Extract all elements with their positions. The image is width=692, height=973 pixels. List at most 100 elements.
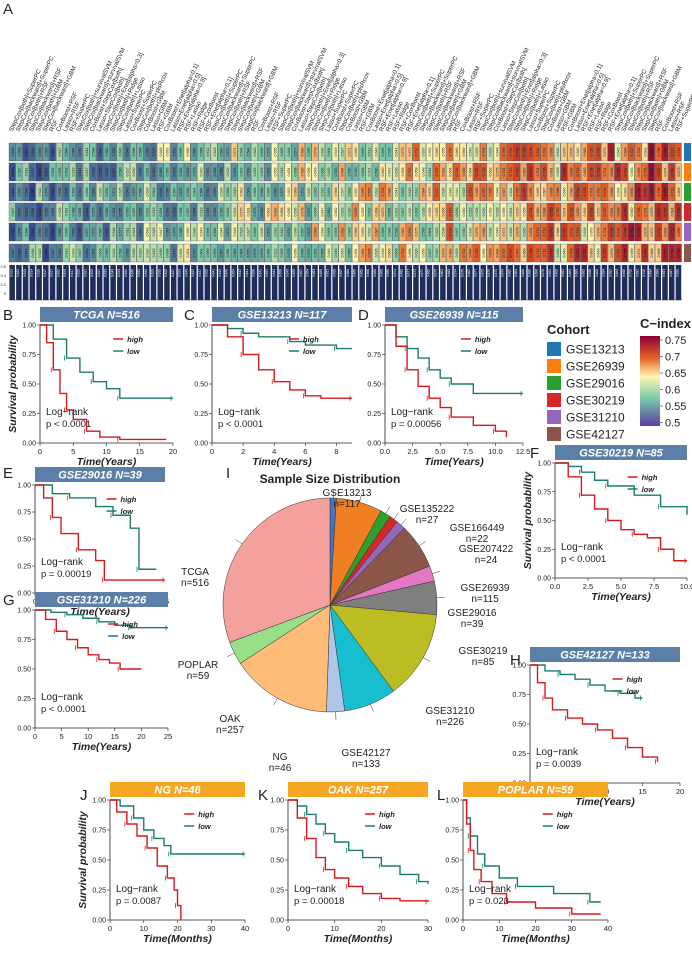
heatmap-cell-value: 0.664 bbox=[448, 168, 452, 177]
mean-cindex-bar bbox=[366, 265, 372, 300]
heatmap-cell-value: 0.640 bbox=[469, 148, 473, 157]
heatmap-cell bbox=[35, 222, 43, 242]
heatmap-cell-value: 0.715 bbox=[475, 249, 479, 258]
cohort-color-strip bbox=[684, 183, 691, 201]
heatmap-cell bbox=[345, 202, 352, 222]
heatmap-cell bbox=[399, 142, 406, 162]
heatmap-cell-value: 0.533 bbox=[24, 208, 28, 217]
km-y-label: Survival probability bbox=[522, 471, 534, 570]
heatmap-cell bbox=[641, 222, 648, 242]
heatmap-cell bbox=[493, 243, 500, 263]
heatmap-cell bbox=[237, 222, 245, 242]
mean-cindex-value: 0.660 bbox=[386, 269, 390, 277]
heatmap-cell-value: 0.593 bbox=[179, 148, 183, 157]
heatmap-cell bbox=[129, 222, 137, 242]
heatmap-cell-value: 0.678 bbox=[314, 148, 318, 157]
heatmap-cell bbox=[634, 182, 642, 202]
mean-cindex-value: 0.654 bbox=[231, 269, 235, 277]
heatmap-cell bbox=[230, 182, 238, 202]
heatmap-cell-value: 0.608 bbox=[347, 188, 351, 197]
heatmap-cell-value: 0.666 bbox=[442, 208, 446, 217]
heatmap-cell bbox=[352, 162, 359, 182]
heatmap-cell bbox=[291, 243, 299, 263]
heatmap-cell-value: 0.681 bbox=[670, 208, 674, 217]
mean-cindex-value: 0.631 bbox=[83, 269, 87, 277]
heatmap-cell bbox=[372, 202, 379, 222]
heatmap-cell-value: 0.619 bbox=[469, 208, 473, 217]
heatmap-cell bbox=[136, 243, 144, 263]
heatmap-cell-value: 0.747 bbox=[657, 208, 661, 217]
heatmap-cell-value: 0.669 bbox=[590, 249, 594, 258]
heatmap-cell-value: 0.550 bbox=[45, 208, 49, 217]
heatmap-cell bbox=[15, 142, 23, 162]
heatmap-cell-value: 0.560 bbox=[260, 208, 264, 217]
heatmap-cell bbox=[271, 222, 278, 242]
km-y-tick: 0.50 bbox=[367, 382, 381, 389]
heatmap-cell bbox=[103, 243, 110, 263]
heatmap-cell-value: 0.676 bbox=[569, 148, 573, 157]
heatmap-cell-value: 0.663 bbox=[623, 188, 627, 197]
panel-letter-A: A bbox=[3, 1, 13, 18]
heatmap-cell-value: 0.605 bbox=[280, 249, 284, 258]
mean-cindex-value: 0.689 bbox=[575, 269, 579, 277]
km-y-tick: 0.00 bbox=[17, 591, 31, 598]
heatmap-cell bbox=[156, 202, 164, 222]
heatmap-cell bbox=[439, 243, 447, 263]
heatmap-cell bbox=[62, 142, 70, 162]
heatmap-cell-value: 0.557 bbox=[193, 249, 197, 258]
km-legend-low: low bbox=[379, 822, 393, 831]
mean-cindex-bar bbox=[379, 265, 386, 300]
heatmap-cell bbox=[426, 142, 433, 162]
heatmap-cell-value: 0.709 bbox=[569, 249, 573, 258]
heatmap-cell bbox=[129, 182, 137, 202]
pie-slice-label: GSE26939 bbox=[461, 583, 510, 594]
mean-cindex-bar bbox=[144, 265, 150, 300]
km-y-tick: 1.00 bbox=[17, 483, 31, 490]
km-legend-high: high bbox=[379, 810, 395, 819]
heatmap-cell-value: 0.675 bbox=[401, 148, 405, 157]
heatmap-cell-value: 0.628 bbox=[475, 208, 479, 217]
km-curve-high bbox=[110, 799, 182, 920]
heatmap-cell-value: 0.626 bbox=[193, 228, 197, 237]
heatmap-cell bbox=[22, 202, 29, 222]
heatmap-cell bbox=[183, 142, 191, 162]
km-panel-L: POPLAR N=590.000.250.500.751.000 10 20 30 40… bbox=[445, 782, 612, 945]
heatmap-cell bbox=[479, 142, 487, 162]
heatmap-cell bbox=[325, 182, 332, 202]
km-title: OAK N=257 bbox=[328, 785, 389, 797]
heatmap-cell-value: 0.572 bbox=[92, 228, 96, 237]
heatmap-cell bbox=[156, 162, 164, 182]
heatmap-cell bbox=[392, 222, 399, 242]
heatmap-cell bbox=[230, 142, 238, 162]
heatmap-cell bbox=[210, 162, 218, 182]
panel-letter-I: I bbox=[226, 465, 230, 482]
heatmap-cell bbox=[621, 222, 628, 242]
heatmap-cell-value: 0.760 bbox=[664, 148, 668, 157]
heatmap-cell bbox=[466, 162, 474, 182]
heatmap-cell-value: 0.649 bbox=[314, 168, 318, 177]
heatmap-column-label: RSF bbox=[654, 118, 666, 132]
km-x-tick: 40 bbox=[604, 924, 612, 933]
heatmap-cell-value: 0.599 bbox=[206, 249, 210, 258]
km-title: GSE29016 N=39 bbox=[58, 470, 142, 482]
heatmap-cell-value: 0.594 bbox=[159, 208, 163, 217]
heatmap-cell-value: 0.733 bbox=[657, 168, 661, 177]
mean-cindex-bar bbox=[615, 265, 621, 300]
heatmap-cell bbox=[641, 162, 648, 182]
heatmap-cell-value: 0.587 bbox=[98, 228, 102, 237]
heatmap-cell bbox=[419, 202, 426, 222]
heatmap-cell bbox=[628, 243, 635, 263]
mean-cindex-value: 0.672 bbox=[413, 269, 417, 277]
heatmap-cell-value: 0.579 bbox=[267, 148, 271, 157]
mean-cindex-value: 0.691 bbox=[548, 269, 552, 277]
km-y-tick: 0.50 bbox=[194, 382, 208, 389]
pie-slice-label: GSE29016 bbox=[448, 608, 497, 619]
mean-cindex-value: 0.669 bbox=[447, 269, 451, 277]
heatmap-cell bbox=[338, 243, 346, 263]
heatmap-cell-value: 0.602 bbox=[368, 208, 372, 217]
heatmap-cell-value: 0.630 bbox=[556, 249, 560, 258]
heatmap-cell bbox=[654, 182, 662, 202]
mean-cindex-bar bbox=[318, 265, 325, 300]
heatmap-cell-value: 0.570 bbox=[132, 188, 136, 197]
heatmap-cell-value: 0.715 bbox=[603, 208, 607, 217]
